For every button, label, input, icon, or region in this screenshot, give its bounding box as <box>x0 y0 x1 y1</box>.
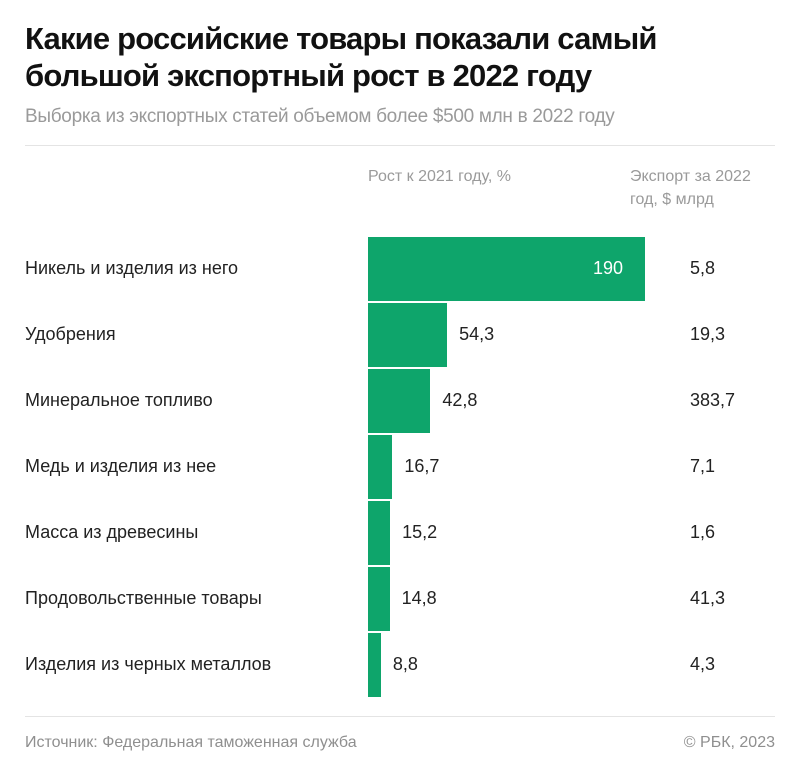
value-label: 15,2 <box>402 522 438 542</box>
export-value: 5,8 <box>690 258 716 278</box>
category-label: Изделия из черных металлов <box>25 654 272 674</box>
value-label: 190 <box>593 258 624 278</box>
bar <box>368 237 645 301</box>
category-label: Продовольственные товары <box>25 588 262 608</box>
category-label: Медь и изделия из нее <box>25 456 217 476</box>
bar <box>368 303 448 367</box>
value-label: 8,8 <box>392 654 418 674</box>
export-value: 1,6 <box>690 522 716 542</box>
divider <box>25 716 775 717</box>
value-label: 14,8 <box>401 588 437 608</box>
export-value: 4,3 <box>690 654 716 674</box>
chart-title: Какие российские товары показали самый б… <box>25 21 657 93</box>
source-note: Источник: Федеральная таможенная служба <box>25 734 357 751</box>
bar <box>368 369 431 433</box>
value-label: 42,8 <box>442 390 478 410</box>
category-label: Никель и изделия из него <box>25 258 239 278</box>
export-column-header: Экспорт за 2022 год, $ млрд <box>630 168 751 208</box>
growth-column-header: Рост к 2021 году, % <box>368 168 512 185</box>
bar <box>368 567 390 631</box>
category-label: Удобрения <box>25 324 116 344</box>
bar <box>368 633 381 697</box>
category-label: Масса из древесины <box>25 522 199 542</box>
export-value: 7,1 <box>690 456 716 476</box>
bar <box>368 501 391 565</box>
divider <box>25 145 775 146</box>
export-value: 19,3 <box>690 324 726 344</box>
chart-subtitle: Выборка из экспортных статей объемом бол… <box>25 106 615 127</box>
credit: © РБК, 2023 <box>683 734 775 751</box>
bar <box>368 435 393 499</box>
value-label: 54,3 <box>459 324 495 344</box>
export-value: 383,7 <box>690 390 736 410</box>
export-value: 41,3 <box>690 588 726 608</box>
category-label: Минеральное топливо <box>25 390 213 410</box>
value-label: 16,7 <box>404 456 440 476</box>
